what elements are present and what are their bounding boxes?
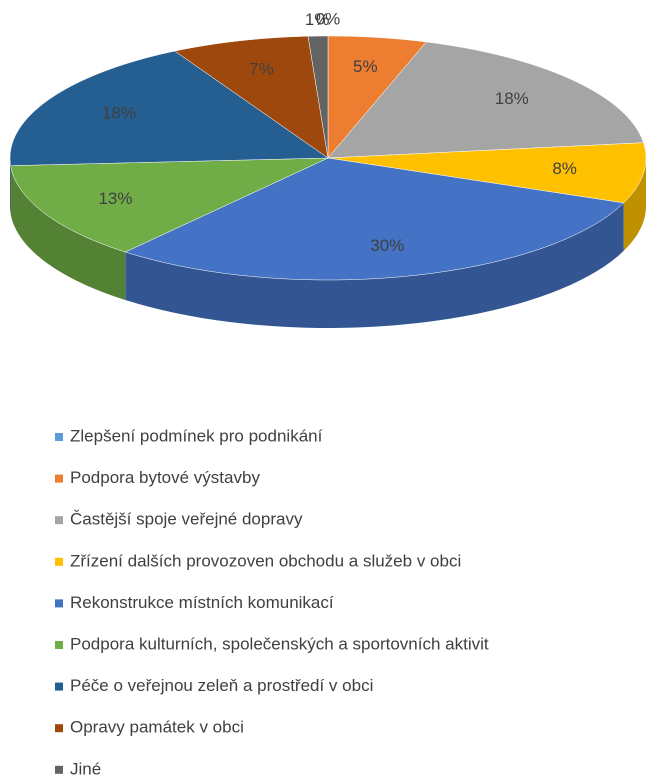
data-label: 1% bbox=[305, 10, 330, 29]
data-label: 0% bbox=[316, 10, 341, 29]
legend-swatch bbox=[55, 433, 63, 441]
legend-label: Zřízení dalších provozoven obchodu a slu… bbox=[70, 551, 461, 570]
data-label: 30% bbox=[370, 236, 404, 255]
data-label: 5% bbox=[353, 57, 378, 76]
legend-swatch bbox=[55, 765, 63, 774]
slice bbox=[307, 35, 329, 159]
slice-side bbox=[125, 202, 624, 328]
legend-swatch bbox=[55, 516, 63, 525]
legend-swatch bbox=[55, 474, 63, 483]
legend-label: Zlepšení podmínek pro podnikání bbox=[70, 426, 323, 445]
slice bbox=[327, 41, 644, 159]
slice-side bbox=[10, 165, 126, 301]
data-label: 18% bbox=[102, 103, 136, 122]
data-label: 18% bbox=[495, 89, 529, 108]
legend-swatch bbox=[55, 641, 63, 649]
legend-swatch bbox=[55, 682, 63, 691]
legend-label: Péče o veřejnou zeleň a prostředí v obci bbox=[70, 676, 373, 695]
legend-swatch bbox=[55, 557, 63, 566]
data-label: 13% bbox=[98, 189, 132, 208]
slice bbox=[327, 142, 646, 204]
legend-swatch bbox=[55, 599, 63, 608]
slice bbox=[174, 35, 329, 159]
slice bbox=[327, 35, 427, 159]
slice bbox=[10, 157, 329, 253]
slice-side bbox=[10, 158, 11, 214]
legend-label: Opravy památek v obci bbox=[70, 718, 244, 737]
legend-label: Častější spoje veřejné dopravy bbox=[70, 510, 303, 529]
legend-label: Jiné bbox=[70, 759, 101, 778]
data-label: 7% bbox=[249, 60, 274, 79]
slice bbox=[9, 50, 329, 166]
slice bbox=[124, 157, 625, 281]
data-label: 8% bbox=[552, 159, 577, 178]
legend-label: Podpora kulturních, společenských a spor… bbox=[70, 634, 489, 653]
legend-label: Rekonstrukce místních komunikací bbox=[70, 593, 334, 612]
legend-label: Podpora bytové výstavby bbox=[70, 468, 260, 487]
legend-swatch bbox=[55, 724, 63, 733]
